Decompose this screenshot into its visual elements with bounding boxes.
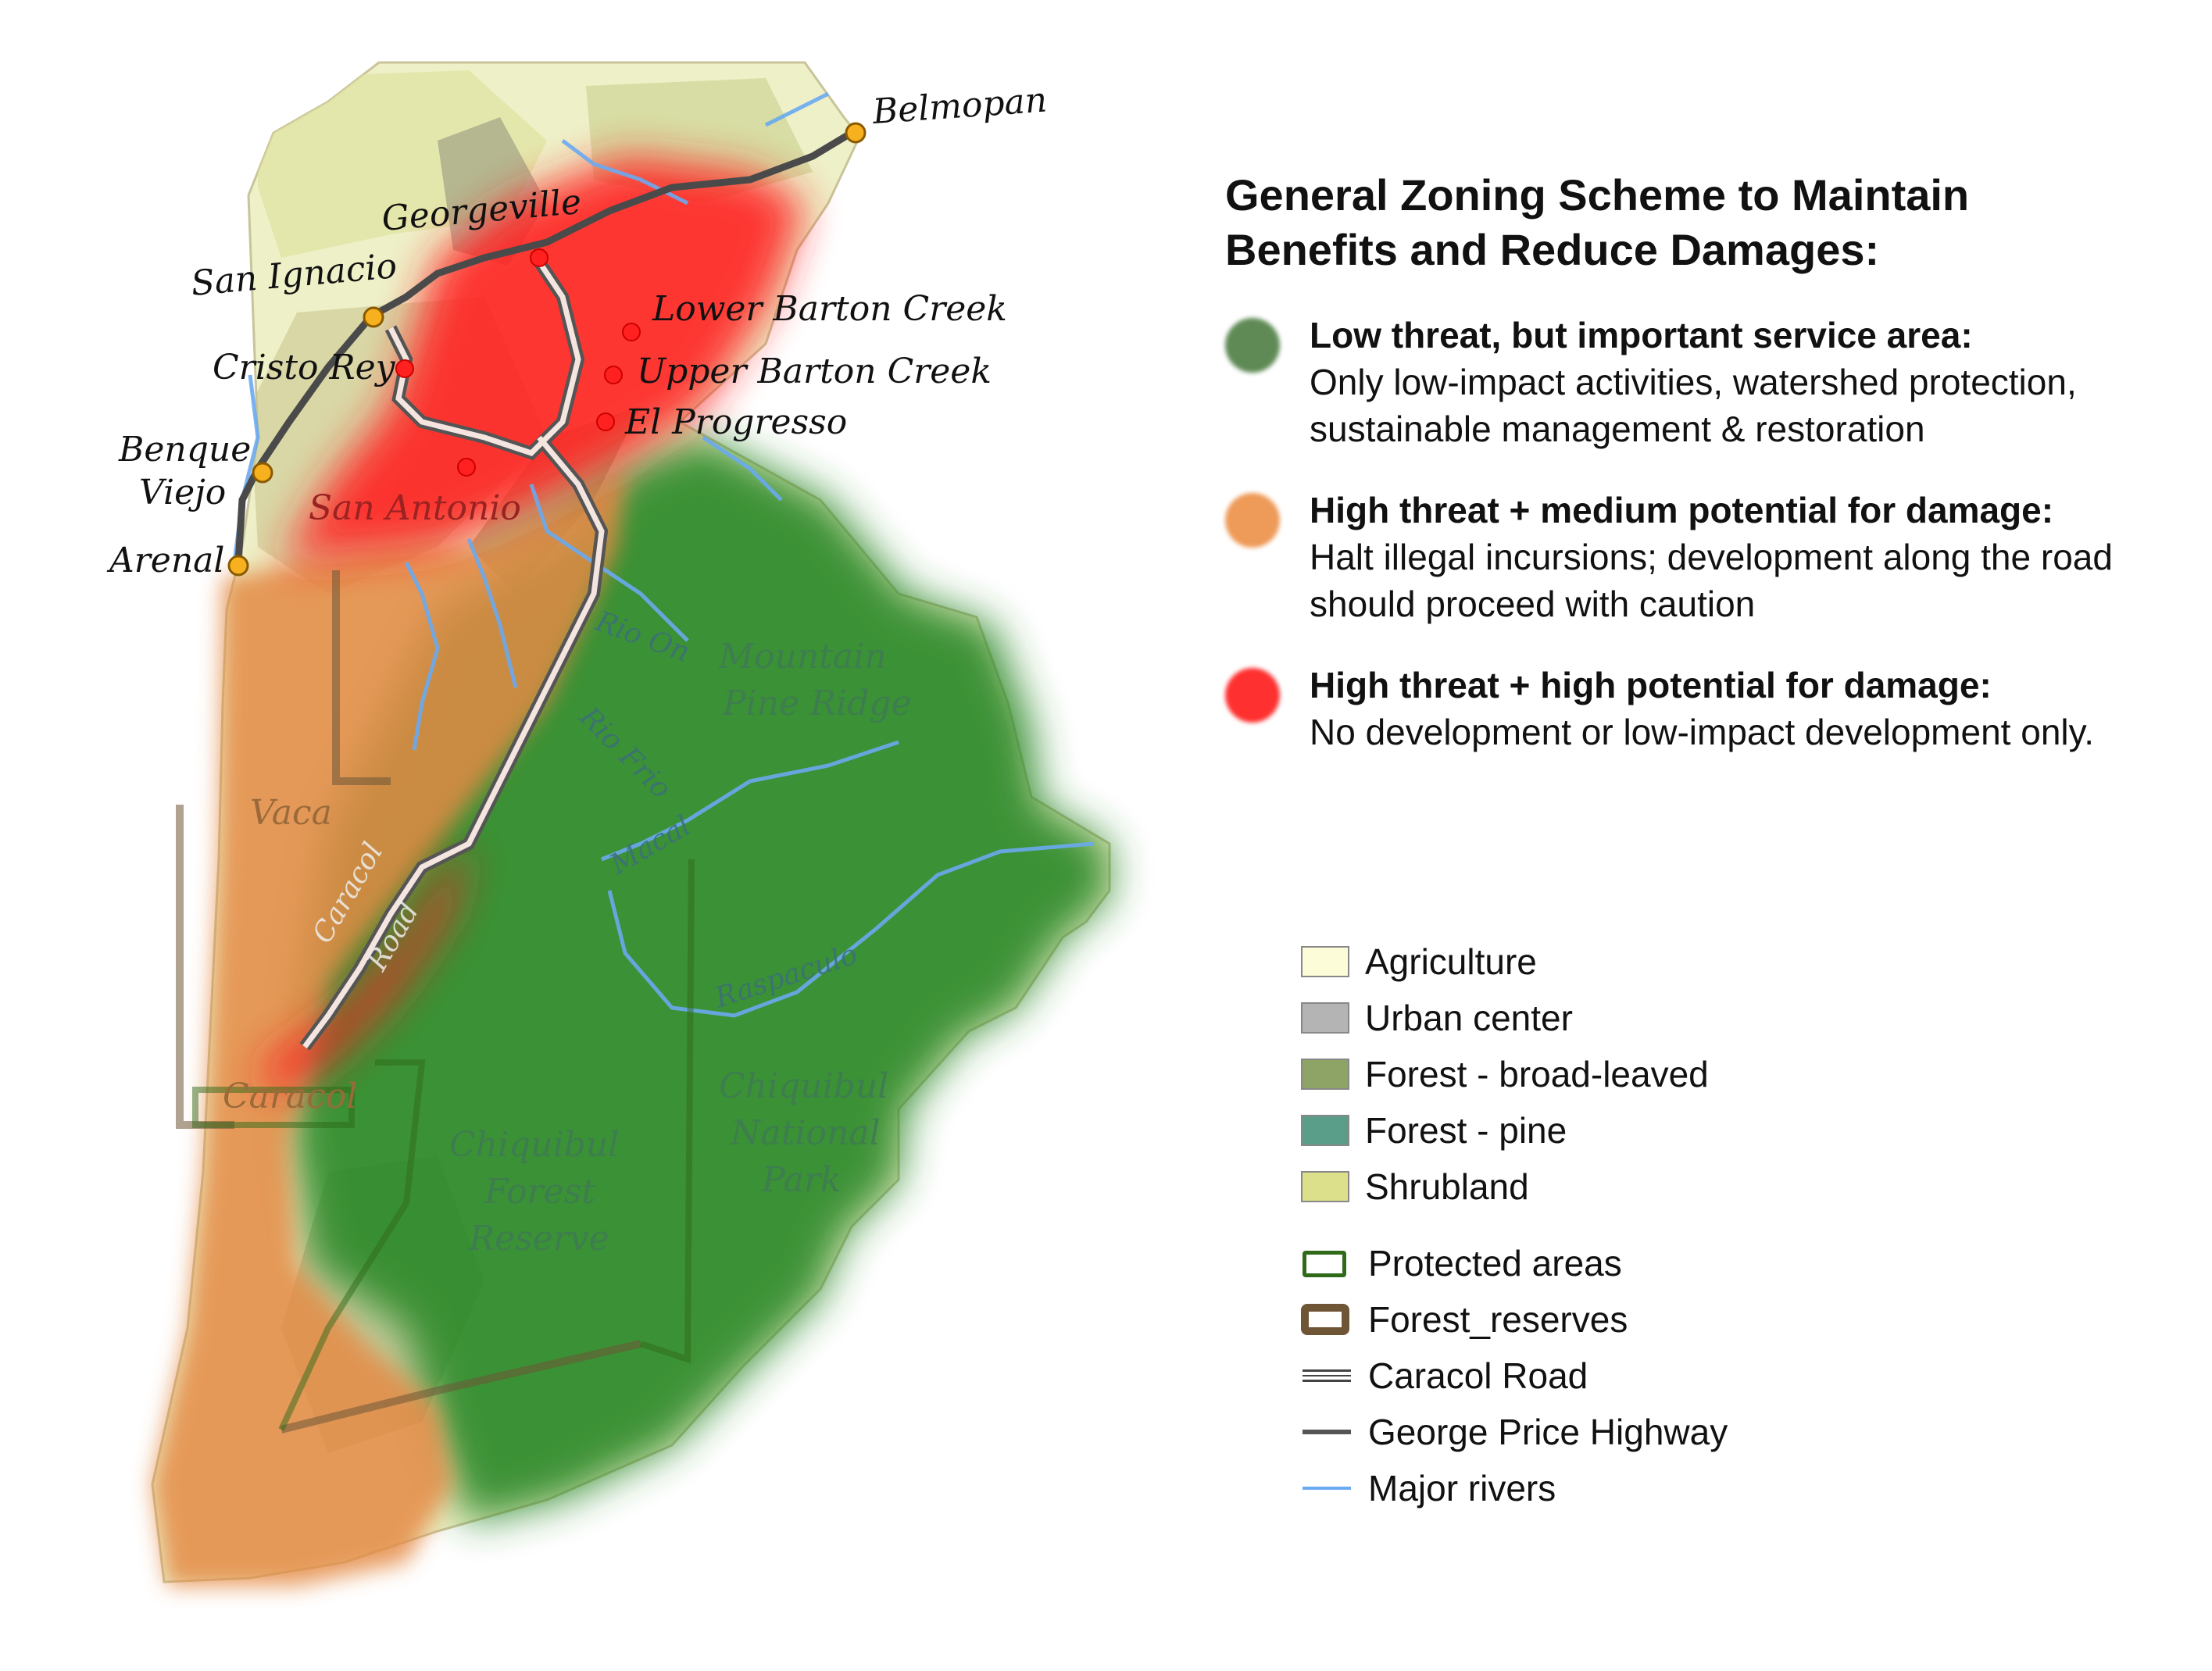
zone-medium-threat-title: High threat + medium potential for damag… <box>1310 490 2054 530</box>
zone-medium-threat-desc: Halt illegal incursions; development alo… <box>1310 537 2113 624</box>
legend-item-shrubland: Shrubland <box>1301 1159 1728 1215</box>
legend-item-forest-broad-leaved: Forest - broad-leaved <box>1301 1046 1728 1102</box>
area-label-chiquibul-forest-reserve-1: Chiquibul <box>449 1125 619 1165</box>
village-marker-cristo-rey[interactable] <box>395 359 414 378</box>
legend-item-caracol-road: Caracol Road <box>1301 1348 1728 1404</box>
zone-low-threat-title: Low threat, but important service area: <box>1310 315 1973 355</box>
legend-item-urban-center: Urban center <box>1301 990 1728 1046</box>
zone-medium-threat-entry: High threat + medium potential for damag… <box>1225 487 2186 627</box>
place-label-el-progresso: El Progresso <box>624 402 847 442</box>
legend-item-forest-reserves: Forest_reserves <box>1301 1291 1728 1348</box>
area-label-chiquibul-national-park-1: Chiquibul <box>719 1066 888 1106</box>
agriculture-swatch <box>1301 946 1349 977</box>
major-rivers-swatch <box>1301 1473 1353 1504</box>
legend-label: Forest_reserves <box>1368 1299 1628 1340</box>
george-price-highway-swatch <box>1301 1416 1353 1448</box>
place-label-cristo-rey: Cristo Rey <box>213 348 396 387</box>
legend-label: Urban center <box>1365 998 1573 1038</box>
legend-label: Forest - pine <box>1365 1110 1567 1151</box>
village-marker-el-progresso[interactable] <box>596 412 615 431</box>
major-rivers <box>232 91 1095 1018</box>
protected-areas-outline <box>192 859 695 1431</box>
zone-medium-threat <box>152 469 625 1586</box>
village-marker-lower-barton-creek[interactable] <box>622 323 641 341</box>
area-label-mountain-pine-ridge-2: Pine Ridge <box>722 684 912 723</box>
george-price-highway <box>234 130 854 563</box>
caracol-road-swatch <box>1301 1360 1353 1391</box>
legend-item-protected-areas: Protected areas <box>1301 1235 1728 1291</box>
town-marker-arenal[interactable] <box>227 555 249 577</box>
forest-broad-leaved-swatch <box>1301 1059 1349 1090</box>
zoning-panel: General Zoning Scheme to Maintain Benefi… <box>1225 168 2186 755</box>
forest-reserves-swatch <box>1301 1304 1353 1335</box>
area-label-chiquibul-national-park-3: Park <box>761 1160 842 1200</box>
protected-areas-swatch <box>1301 1248 1353 1279</box>
place-label-belmopan: Belmopan <box>870 80 1048 133</box>
legend-label: Agriculture <box>1365 941 1537 982</box>
legend-item-forest-pine: Forest - pine <box>1301 1102 1728 1159</box>
town-marker-benque-viejo[interactable] <box>252 462 273 484</box>
legend-item-major-rivers: Major rivers <box>1301 1460 1728 1516</box>
map-legend: Agriculture Urban center Forest - broad-… <box>1301 934 1728 1516</box>
place-label-upper-barton-creek: Upper Barton Creek <box>637 352 992 391</box>
area-label-caracol: Caracol <box>223 1077 357 1116</box>
area-label-vaca: Vaca <box>250 793 332 833</box>
zone-low-threat-entry: Low threat, but important service area: … <box>1225 312 2186 452</box>
town-marker-belmopan[interactable] <box>845 122 867 144</box>
zone-high-threat-swatch <box>1225 668 1280 723</box>
zone-high-threat-entry: High threat + high potential for damage:… <box>1225 662 2186 755</box>
place-label-arenal: Arenal <box>106 541 225 580</box>
forest-pine-swatch <box>1301 1115 1349 1146</box>
legend-label: Major rivers <box>1368 1468 1556 1509</box>
village-marker-san-antonio[interactable] <box>457 458 476 477</box>
legend-label: Protected areas <box>1368 1243 1622 1284</box>
area-label-mountain-pine-ridge-1: Mountain <box>718 637 887 677</box>
legend-label: Shrubland <box>1365 1166 1529 1207</box>
place-label-benque: Benque <box>118 430 251 470</box>
legend-item-agriculture: Agriculture <box>1301 934 1728 990</box>
area-label-chiquibul-forest-reserve-3: Reserve <box>468 1219 609 1259</box>
legend-item-george-price-highway: George Price Highway <box>1301 1404 1728 1460</box>
place-label-san-antonio: San Antonio <box>309 488 521 528</box>
zone-low-threat-swatch <box>1225 318 1280 373</box>
shrubland-swatch <box>1301 1171 1349 1202</box>
place-label-lower-barton-creek: Lower Barton Creek <box>652 289 1007 329</box>
place-label-viejo: Viejo <box>139 473 226 512</box>
legend-label: Forest - broad-leaved <box>1365 1054 1709 1094</box>
area-label-chiquibul-forest-reserve-2: Forest <box>484 1172 595 1212</box>
zone-high-threat-desc: No development or low-impact development… <box>1310 712 2094 752</box>
legend-label: Caracol Road <box>1368 1355 1588 1396</box>
settlements <box>227 122 867 577</box>
village-marker-upper-barton-creek[interactable] <box>604 366 623 384</box>
legend-label: George Price Highway <box>1368 1412 1728 1452</box>
page-title: General Zoning Scheme to Maintain Benefi… <box>1225 170 1970 274</box>
zone-medium-threat-swatch <box>1225 493 1280 548</box>
zone-high-threat-title: High threat + high potential for damage: <box>1310 665 1992 705</box>
caracol-road <box>299 258 609 1051</box>
urban-center-swatch <box>1301 1002 1349 1034</box>
town-marker-san-ignacio[interactable] <box>363 306 384 328</box>
village-marker-georgeville[interactable] <box>530 248 549 267</box>
zone-low-threat-desc: Only low-impact activities, watershed pr… <box>1310 362 2077 449</box>
area-label-chiquibul-national-park-2: National <box>730 1113 881 1153</box>
